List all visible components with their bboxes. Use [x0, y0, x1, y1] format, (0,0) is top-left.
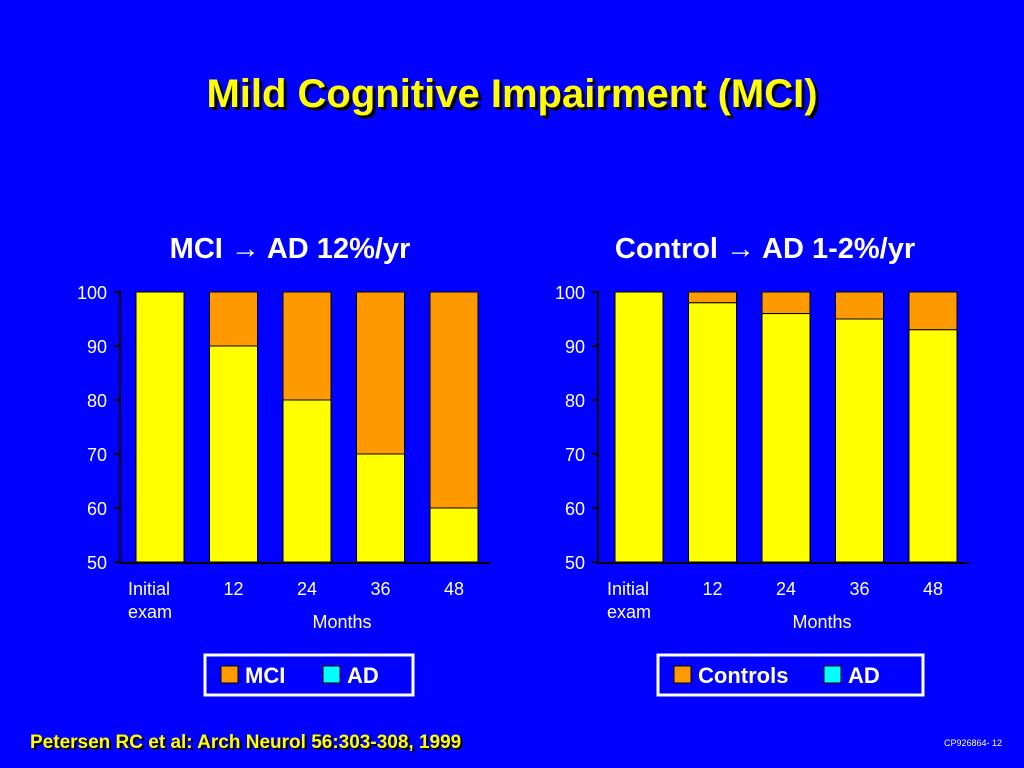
- bar-bottom-segment: [761, 313, 811, 563]
- y-tick-label: 50: [565, 553, 585, 573]
- legend-box: [203, 653, 415, 697]
- y-tick-label: 90: [565, 337, 585, 357]
- y-tick-label: 60: [565, 499, 585, 519]
- bar-top-segment: [908, 291, 958, 331]
- x-tick-label: 36: [849, 579, 869, 599]
- x-tick-label: 12: [223, 579, 243, 599]
- slide-code: CP926864- 12: [943, 738, 1002, 748]
- slide-title: Mild Cognitive Impairment (MCI): [206, 72, 818, 116]
- x-tick-label: 48: [444, 579, 464, 599]
- y-tick-label: 60: [87, 499, 107, 519]
- citation-footer: Petersen RC et al: Arch Neurol 56:303-30…: [30, 732, 462, 753]
- bar-top-segment: [429, 291, 479, 509]
- x-tick-label: 48: [923, 579, 943, 599]
- legend-box: [656, 653, 925, 697]
- legend-swatch: [823, 665, 842, 684]
- x-tick-label: Initial exam: [607, 579, 651, 622]
- x-tick-label: Initial exam: [128, 579, 172, 622]
- legend-swatch: [220, 665, 239, 684]
- legend-label: Controls: [698, 663, 788, 688]
- bar-bottom-segment: [209, 345, 258, 563]
- y-tick-label: 90: [87, 337, 107, 357]
- chart-legend: MCI AD: [203, 653, 415, 697]
- legend-label: AD: [347, 663, 379, 688]
- bar-bottom-segment: [614, 291, 664, 563]
- x-axis-label: Months: [312, 612, 371, 632]
- bar-top-segment: [688, 291, 737, 304]
- x-tick-label: 24: [776, 579, 796, 599]
- x-tick-label: 36: [370, 579, 390, 599]
- bar-top-segment: [761, 291, 811, 315]
- y-tick-label: 70: [565, 445, 585, 465]
- legend-swatch: [322, 665, 341, 684]
- chart-title: MCI → AD 12%/yr: [170, 233, 411, 265]
- y-tick-label: 100: [77, 283, 107, 303]
- bar-bottom-segment: [135, 291, 185, 563]
- legend-label: AD: [848, 663, 880, 688]
- legend-label: MCI: [245, 663, 285, 688]
- y-tick-label: 100: [555, 283, 585, 303]
- y-tick-label: 50: [87, 553, 107, 573]
- bar-bottom-segment: [835, 318, 884, 563]
- legend-swatch: [673, 665, 692, 684]
- x-axis-label: Months: [792, 612, 851, 632]
- bar-bottom-segment: [908, 329, 958, 563]
- bar-bottom-segment: [688, 302, 737, 563]
- bar-top-segment: [356, 291, 405, 455]
- bar-top-segment: [209, 291, 258, 347]
- bar-top-segment: [282, 291, 332, 401]
- bar-bottom-segment: [429, 507, 479, 563]
- bar-bottom-segment: [282, 399, 332, 563]
- x-tick-label: 24: [297, 579, 317, 599]
- y-tick-label: 70: [87, 445, 107, 465]
- chart-2: Control → AD 1-2%/yr 100 90 80 70 60 50 Initial…: [555, 233, 969, 697]
- bar-top-segment: [835, 291, 884, 320]
- chart-legend: Controls AD: [656, 653, 925, 697]
- chart-1: MCI → AD 12%/yr 100 90 80 70 60 50 Initial exam 1…: [77, 233, 490, 697]
- y-tick-label: 80: [87, 391, 107, 411]
- x-tick-label: 12: [702, 579, 722, 599]
- chart-title: Control → AD 1-2%/yr: [615, 233, 915, 265]
- y-tick-label: 80: [565, 391, 585, 411]
- bar-bottom-segment: [356, 453, 405, 563]
